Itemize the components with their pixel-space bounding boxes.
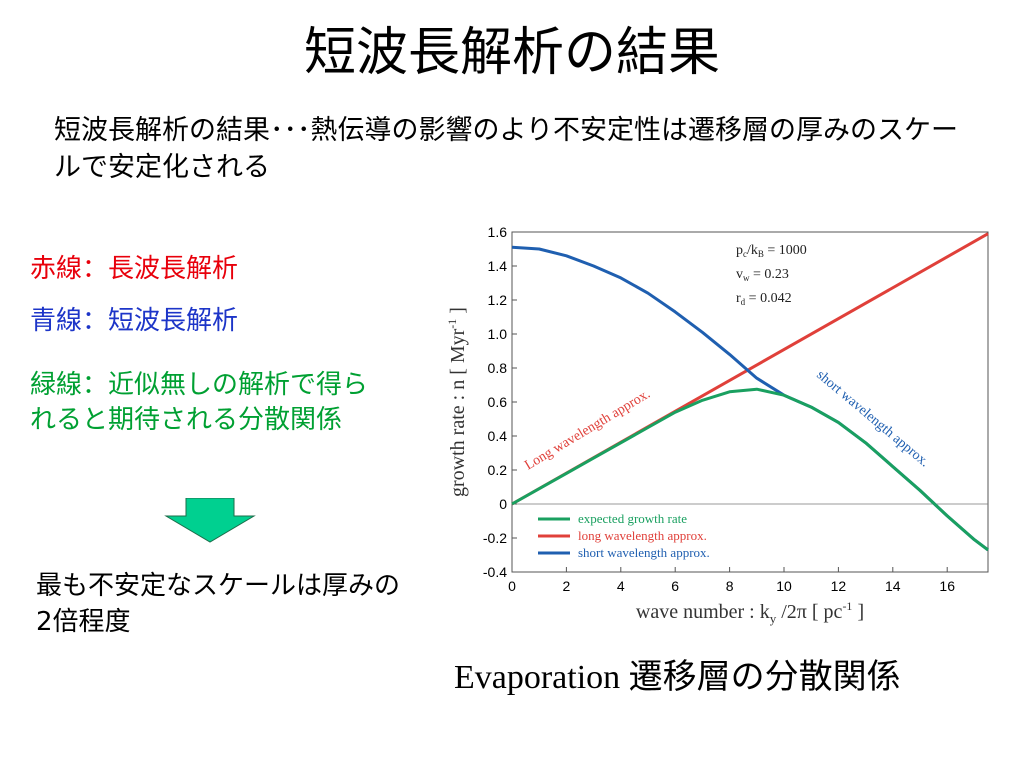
x-tick-label: 6	[671, 578, 679, 594]
legend-entry: expected growth rate	[578, 511, 687, 526]
x-tick-label: 2	[563, 578, 571, 594]
down-arrow-icon	[164, 498, 256, 543]
y-tick-label: 0.4	[488, 428, 508, 444]
conclusion-text: 最も不安定なスケールは厚みの2倍程度	[36, 571, 401, 637]
y-tick-label: 1.0	[488, 326, 508, 342]
x-tick-label: 10	[776, 578, 792, 594]
x-tick-label: 16	[939, 578, 955, 594]
y-ticks: -0.4 -0.2 0 0.2 0.4 0.6 0.8 1.0 1.2 1.4 1.6	[483, 224, 517, 580]
slide-title: 短波長解析の結果	[303, 23, 720, 83]
blue-line-label: 青線：短波長解析	[30, 306, 239, 336]
x-tick-label: 0	[508, 578, 516, 594]
x-tick-label: 12	[831, 578, 847, 594]
x-tick-label: 8	[726, 578, 734, 594]
x-ticks: 0 2 4 6 8 10 12 14 16	[508, 567, 955, 594]
y-tick-label: -0.4	[483, 564, 507, 580]
param-pc-kb: pc/kB = 1000	[736, 243, 807, 259]
y-axis-label: growth rate : n [ Myr-1 ]	[445, 307, 469, 497]
parameter-box: pc/kB = 1000 vw = 0.23 rd = 0.042	[736, 243, 807, 307]
y-tick-label: 1.2	[488, 292, 508, 308]
y-tick-label: 1.4	[488, 258, 508, 274]
legend: expected growth rate long wavelength appr…	[538, 511, 710, 560]
y-tick-label: 0.8	[488, 360, 508, 376]
figure-caption: Evaporation 遷移層の分散関係	[454, 659, 901, 696]
x-tick-label: 14	[885, 578, 901, 594]
y-tick-label: -0.2	[483, 530, 507, 546]
param-rd: rd = 0.042	[736, 291, 792, 307]
slide-subtitle: 短波長解析の結果･･･熱伝導の影響のより不安定性は遷移層の厚みのスケールで安定化…	[54, 115, 958, 183]
green-line-label: 緑線：近似無しの解析で得られると期待される分散関係	[30, 370, 369, 435]
y-tick-label: 0.2	[488, 462, 508, 478]
y-tick-label: 0.6	[488, 394, 508, 410]
legend-entry: long wavelength approx.	[578, 528, 707, 543]
legend-entry: short wavelength approx.	[578, 545, 710, 560]
red-line-label: 赤線：長波長解析	[30, 254, 239, 284]
dispersion-chart: -0.4 -0.2 0 0.2 0.4 0.6 0.8 1.0 1.2 1.4 1.6 0 2 4 6 8 1…	[445, 224, 989, 626]
x-tick-label: 4	[617, 578, 625, 594]
param-vw: vw = 0.23	[736, 267, 789, 283]
y-tick-label: 1.6	[488, 224, 508, 240]
series-lines	[511, 232, 989, 552]
series-line-expected-growth-rate	[511, 387, 989, 552]
x-axis-label: wave number : ky /2π [ pc-1 ]	[636, 599, 864, 626]
y-tick-label: 0	[499, 496, 507, 512]
